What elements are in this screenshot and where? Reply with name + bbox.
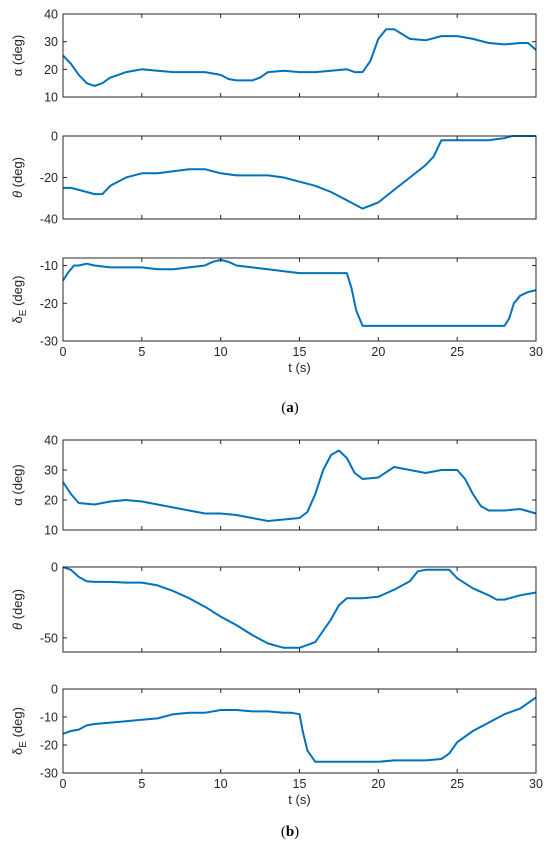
plot-frame <box>62 257 537 342</box>
y-tick-label: 0 <box>51 561 58 575</box>
x-axis-label: t (s) <box>288 360 310 375</box>
plot-frame <box>62 135 537 220</box>
plot-frame <box>62 13 537 98</box>
panel-a-3: -30 -20 -10 0 5 10 15 20 25 30 δE (deg) t (s) <box>10 257 543 375</box>
y-tick-label: 20 <box>44 63 58 77</box>
x-tick-label: 10 <box>214 777 228 791</box>
plot-frame <box>62 566 537 653</box>
x-tick-label: 15 <box>293 345 307 359</box>
y-axis-label: θ (deg) <box>10 589 25 630</box>
y-tick-label: 30 <box>44 464 58 478</box>
x-axis-label: t (s) <box>288 792 310 807</box>
series-line <box>62 566 537 649</box>
y-tick-label: 0 <box>51 683 58 697</box>
panel-a-2: -40 -20 0 θ (deg) <box>10 130 537 227</box>
y-tick-label: 20 <box>44 494 58 508</box>
x-tick-label: 5 <box>138 777 145 791</box>
y-tick-label: -20 <box>40 297 58 311</box>
caption-b: (b) <box>281 824 299 840</box>
y-tick-label: 40 <box>44 434 58 448</box>
x-tick-label: 0 <box>60 777 67 791</box>
series-line <box>62 258 537 327</box>
panel-a-1: 10 20 30 40 α (deg) <box>10 8 537 105</box>
x-tick-label: 20 <box>371 345 385 359</box>
series-line <box>62 449 537 522</box>
series-line <box>62 28 537 87</box>
x-tick-label: 25 <box>450 777 464 791</box>
plot-frame <box>62 688 537 774</box>
y-axis-label: δE (deg) <box>10 707 29 755</box>
y-tick-label: 30 <box>44 35 58 49</box>
series-line <box>62 696 537 763</box>
y-tick-label: -10 <box>40 711 58 725</box>
plot-frame <box>62 439 537 531</box>
x-tick-label: 5 <box>138 345 145 359</box>
x-tick-label: 25 <box>450 345 464 359</box>
caption-a-letter: a <box>286 400 294 416</box>
y-tick-label: 10 <box>44 91 58 105</box>
y-axis-label: δE (deg) <box>10 276 29 324</box>
panel-b-1: 10 20 30 40 α (deg) <box>10 434 537 538</box>
y-axis-label: θ (deg) <box>10 157 25 198</box>
x-tick-label: 15 <box>293 777 307 791</box>
x-tick-label: 0 <box>60 345 67 359</box>
y-tick-label: -10 <box>40 259 58 273</box>
y-tick-label: -30 <box>40 335 58 349</box>
panel-b-3: -30 -20 -10 0 0 5 10 15 20 25 30 δE (deg) t (s) <box>10 683 543 808</box>
y-tick-label: 10 <box>44 524 58 538</box>
x-tick-label: 20 <box>371 777 385 791</box>
x-tick-label: 30 <box>529 345 543 359</box>
caption-a: (a) <box>281 400 299 416</box>
caption-b-letter: b <box>286 824 294 840</box>
y-tick-label: 0 <box>51 130 58 144</box>
y-tick-label: -30 <box>40 767 58 781</box>
y-tick-label: -20 <box>40 739 58 753</box>
y-axis-label: α (deg) <box>10 35 25 76</box>
y-tick-label: -40 <box>40 213 58 227</box>
panel-b-2: -50 0 θ (deg) <box>10 561 537 653</box>
y-tick-label: -20 <box>40 171 58 185</box>
x-tick-label: 30 <box>529 777 543 791</box>
y-tick-label: -50 <box>40 631 58 645</box>
series-line <box>63 135 536 210</box>
y-axis-label: α (deg) <box>10 464 25 505</box>
y-tick-label: 40 <box>44 8 58 22</box>
x-tick-label: 10 <box>214 345 228 359</box>
